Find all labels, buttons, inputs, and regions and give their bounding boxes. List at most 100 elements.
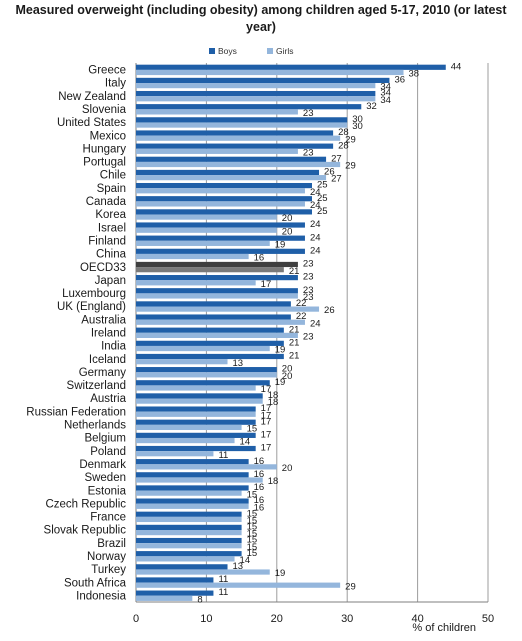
category-label: Estonia	[88, 485, 127, 497]
data-label-girls: 29	[345, 134, 356, 145]
legend-label: Boys	[218, 46, 237, 56]
bar-boys	[136, 551, 242, 557]
category-label: Greece	[88, 65, 126, 77]
data-label-girls: 20	[282, 371, 293, 382]
data-label-girls: 24	[310, 187, 321, 198]
category-label: Slovak Republic	[44, 525, 127, 537]
bar-boys	[136, 235, 305, 241]
category-label: Chile	[100, 170, 126, 182]
bar-girls	[136, 96, 376, 102]
bar-girls	[136, 201, 305, 207]
data-label-girls: 15	[247, 542, 258, 553]
x-tick-label: 0	[133, 613, 139, 625]
bar-girls	[136, 161, 341, 168]
data-label-boys: 18	[268, 390, 279, 401]
bar-girls	[136, 595, 193, 601]
bar-boys	[136, 353, 284, 360]
bar-boys	[136, 445, 256, 452]
data-label-girls: 15	[247, 489, 258, 500]
bar-boys	[136, 485, 249, 491]
category-label: OECD33	[80, 262, 126, 274]
bar-girls	[136, 464, 277, 470]
data-label-girls: 38	[409, 69, 420, 80]
bar-girls	[136, 582, 341, 588]
category-label: Finland	[88, 235, 126, 247]
bar-girls	[136, 69, 404, 76]
data-labels: 4438363434343223303028292823272926272524…	[197, 61, 461, 605]
data-label-girls: 26	[324, 305, 335, 316]
category-label: Norway	[87, 551, 126, 563]
data-label-boys: 34	[380, 88, 391, 99]
data-label-boys: 21	[289, 351, 300, 362]
data-label-boys: 17	[261, 416, 272, 427]
category-label: Canada	[86, 196, 127, 208]
category-label: Slovenia	[82, 104, 127, 116]
data-label-girls: 21	[289, 266, 300, 277]
data-label-girls: 16	[254, 502, 265, 513]
data-label-girls: 17	[261, 279, 272, 290]
bar-girls	[136, 411, 256, 417]
bars	[136, 64, 446, 601]
data-label-boys: 17	[261, 403, 272, 414]
bar-girls	[136, 569, 270, 575]
category-label: Denmark	[79, 459, 126, 471]
category-label: Netherlands	[64, 420, 126, 432]
category-label: Mexico	[90, 130, 126, 142]
category-label: Czech Republic	[45, 498, 126, 510]
data-label-boys: 16	[254, 469, 265, 480]
data-label-boys: 11	[218, 587, 228, 598]
category-label: India	[101, 341, 127, 353]
data-label-girls: 34	[380, 82, 391, 93]
category-label: Belgium	[84, 433, 126, 445]
bar-boys	[136, 90, 376, 97]
bar-girls	[136, 240, 270, 246]
bar-boys	[136, 367, 277, 373]
category-label: Israel	[98, 222, 126, 234]
data-label-boys: 15	[247, 508, 258, 519]
bar-boys	[136, 472, 249, 478]
data-label-boys: 17	[261, 443, 272, 454]
bar-girls	[136, 267, 284, 273]
data-label-boys: 19	[275, 377, 286, 388]
bar-girls	[136, 345, 270, 352]
category-label: Poland	[90, 446, 126, 458]
category-label: France	[90, 512, 126, 524]
bar-boys	[136, 117, 348, 123]
category-label: Australia	[81, 314, 126, 326]
bar-boys	[136, 340, 284, 346]
data-label-boys: 15	[247, 548, 258, 559]
data-label-girls: 18	[268, 397, 279, 408]
data-label-boys: 24	[310, 219, 321, 230]
data-label-girls: 14	[240, 437, 251, 448]
category-label: Iceland	[89, 354, 126, 366]
bar-boys	[136, 288, 298, 294]
bar-boys	[136, 64, 446, 70]
data-label-girls: 29	[345, 161, 356, 172]
data-label-boys: 30	[352, 114, 363, 125]
data-label-boys: 11	[218, 574, 228, 585]
data-label-girls: 17	[261, 410, 272, 421]
data-label-girls: 19	[275, 568, 286, 579]
category-label: Japan	[95, 275, 126, 287]
data-label-boys: 15	[247, 521, 258, 532]
bar-girls	[136, 503, 249, 509]
x-tick-label: 50	[482, 613, 494, 625]
bar-girls	[136, 188, 305, 194]
data-label-girls: 34	[380, 95, 391, 106]
bar-girls	[136, 214, 277, 220]
data-label-girls: 14	[240, 555, 251, 566]
data-label-boys: 22	[296, 298, 307, 309]
bar-girls	[136, 529, 242, 536]
bar-girls	[136, 372, 277, 378]
bar-boys	[136, 511, 242, 517]
data-label-boys: 25	[317, 206, 328, 217]
category-label: Brazil	[97, 538, 126, 550]
category-label: Spain	[97, 183, 126, 195]
data-label-girls: 27	[331, 174, 342, 185]
data-label-girls: 17	[261, 384, 272, 395]
category-label: Italy	[105, 78, 126, 90]
bar-boys	[136, 143, 334, 149]
data-label-boys: 17	[261, 429, 272, 440]
bar-boys	[136, 537, 242, 544]
data-label-boys: 23	[303, 285, 314, 296]
